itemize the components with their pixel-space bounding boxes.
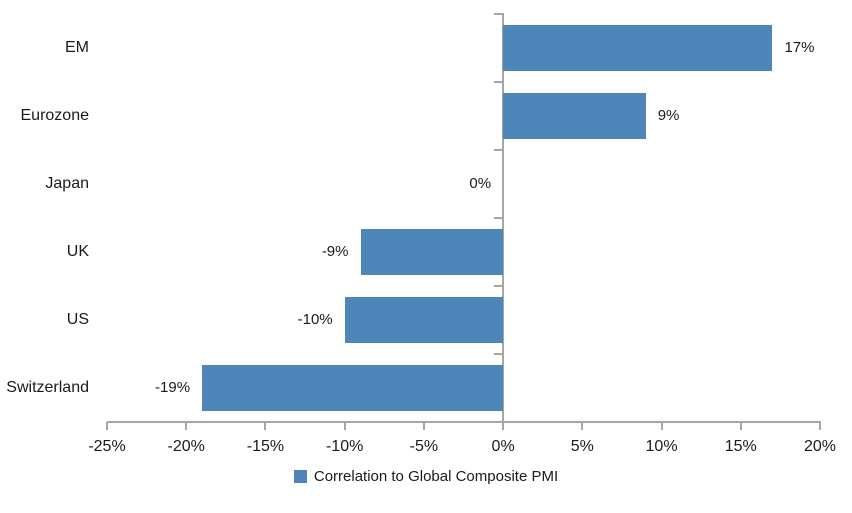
bar-switzerland — [202, 365, 504, 411]
category-label-eurozone: Eurozone — [20, 107, 90, 124]
x-axis-line — [107, 421, 821, 423]
x-tick-label: 5% — [570, 438, 594, 455]
x-tick-label: -5% — [409, 438, 439, 455]
x-axis-tick — [819, 422, 821, 430]
x-axis-tick — [581, 422, 584, 430]
y-axis-tick — [494, 421, 503, 423]
x-axis-tick — [185, 422, 188, 430]
category-label-us: US — [66, 311, 89, 328]
data-label-switzerland: -19% — [155, 379, 191, 396]
legend-label: Correlation to Global Composite PMI — [313, 467, 559, 485]
y-axis-tick — [494, 217, 503, 219]
x-axis-tick — [343, 422, 346, 430]
y-axis-line — [502, 13, 505, 422]
x-tick-label: 20% — [803, 438, 837, 455]
bar-eurozone — [503, 93, 646, 139]
x-tick-label: -20% — [167, 438, 205, 455]
bar-em — [503, 25, 773, 71]
x-axis-tick — [660, 422, 663, 430]
x-axis-tick — [106, 422, 108, 430]
x-axis-tick — [739, 422, 742, 430]
legend: Correlation to Global Composite PMI — [0, 464, 852, 488]
bar-us — [344, 297, 504, 343]
x-axis-tick — [264, 422, 267, 430]
category-label-em: EM — [65, 39, 89, 56]
y-axis-tick — [494, 285, 503, 287]
y-axis-tick — [494, 353, 503, 355]
data-label-eurozone: 9% — [657, 107, 680, 124]
data-label-uk: -9% — [321, 243, 349, 260]
y-axis-tick — [494, 149, 503, 151]
x-axis-tick — [422, 422, 425, 430]
x-tick-label: 0% — [491, 438, 515, 455]
data-label-japan: 0% — [469, 175, 492, 192]
category-label-switzerland: Switzerland — [6, 379, 89, 396]
bar-uk — [360, 229, 504, 275]
x-tick-label: 15% — [724, 438, 757, 455]
x-axis-tick — [502, 422, 505, 430]
y-axis-tick — [494, 13, 503, 15]
legend-swatch-icon — [293, 469, 307, 483]
x-tick-label: -25% — [88, 438, 126, 455]
x-tick-label: -10% — [325, 438, 364, 455]
data-label-us: -10% — [297, 311, 333, 328]
data-label-em: 17% — [784, 39, 815, 56]
x-tick-label: -15% — [246, 438, 285, 455]
category-label-japan: Japan — [45, 175, 89, 192]
y-axis-tick — [494, 81, 503, 83]
x-tick-label: 10% — [645, 438, 678, 455]
category-label-uk: UK — [66, 243, 89, 260]
